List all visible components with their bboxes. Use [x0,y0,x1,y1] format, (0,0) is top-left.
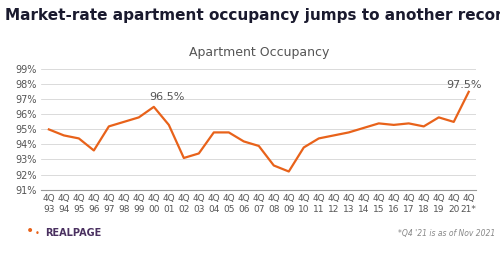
Text: *Q4 '21 is as of Nov 2021: *Q4 '21 is as of Nov 2021 [398,229,495,238]
Text: •: • [35,229,40,238]
Text: Market-rate apartment occupancy jumps to another record high in November: Market-rate apartment occupancy jumps to… [5,8,500,23]
Text: 96.5%: 96.5% [150,92,184,102]
Title: Apartment Occupancy: Apartment Occupancy [188,46,329,59]
Text: 97.5%: 97.5% [446,80,482,89]
Text: REALPAGE: REALPAGE [45,228,101,238]
Text: •: • [26,224,34,238]
